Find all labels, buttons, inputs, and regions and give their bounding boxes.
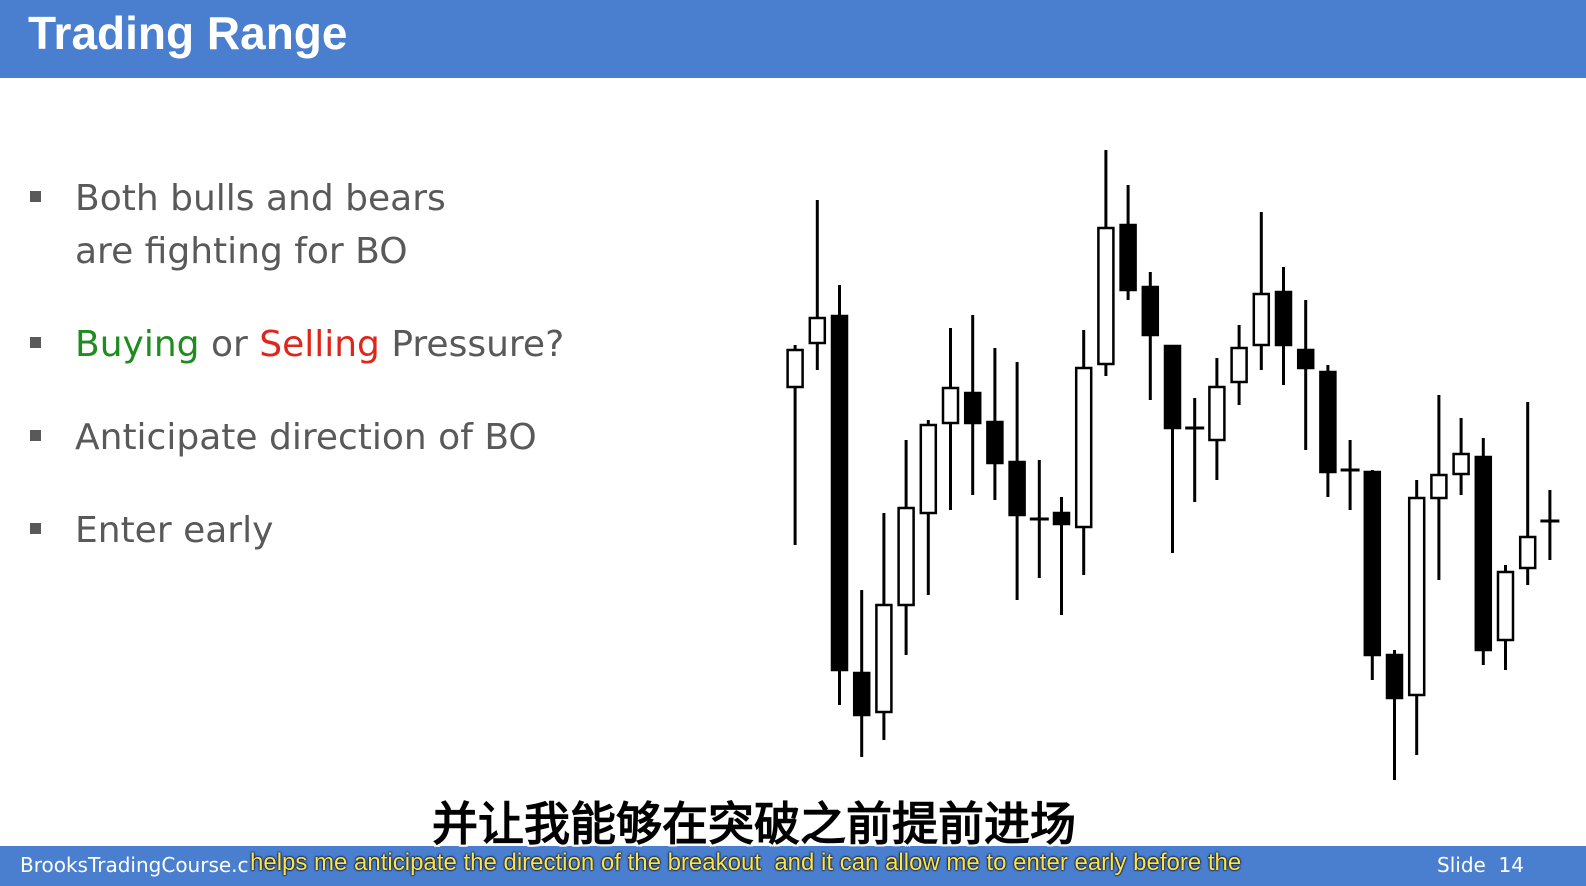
bear-body (1008, 460, 1026, 517)
bull-body (1452, 452, 1470, 476)
bull-body (1430, 473, 1448, 500)
bear-body (1052, 511, 1071, 526)
bull-body (875, 603, 893, 714)
bullet-line: Both bulls and bears (75, 178, 446, 219)
bullet: Anticipate direction of BO (30, 411, 537, 464)
footer-site: BrooksTradingCourse.c (20, 853, 249, 877)
subtitle-english: helps me anticipate the direction of the… (250, 849, 1242, 876)
bear-body (830, 314, 849, 672)
bull-body (1496, 570, 1515, 642)
bull-body (1097, 226, 1115, 366)
bull-body (1208, 385, 1226, 442)
slide-title: Trading Range (28, 7, 348, 59)
bear-body (1385, 653, 1404, 700)
bull-body (1230, 346, 1248, 384)
bear-body (1319, 370, 1337, 474)
bullet-line: Anticipate direction of BO (75, 417, 537, 458)
buying-word: Buying (75, 324, 200, 365)
slide-number: Slide 14 (1437, 853, 1524, 877)
bull-body (1074, 366, 1093, 529)
bullet-line: are fighting for BO (75, 231, 408, 272)
bull-body (1518, 535, 1537, 570)
header-bar: Trading Range (0, 0, 1586, 78)
bear-body (1119, 223, 1137, 292)
bear-body (1296, 348, 1315, 370)
bullet-text: Pressure? (379, 324, 565, 365)
bullet-text: or (199, 324, 260, 365)
bull-body (941, 386, 960, 425)
footer-bar: BrooksTradingCourse.c Slide 14 (0, 846, 1586, 886)
subtitle-chinese: 并让我能够在突破之前提前进场 (432, 797, 1076, 851)
bear-body (1363, 470, 1382, 657)
bullet: Buying or Selling Pressure? (29, 318, 565, 371)
bull-body (919, 423, 938, 515)
bear-body (986, 420, 1004, 465)
selling-word: Selling (259, 324, 380, 365)
bull-body (1407, 496, 1426, 697)
bull-body (1252, 292, 1271, 347)
bear-body (1474, 455, 1493, 652)
bear-body (1163, 344, 1182, 430)
bear-body (852, 671, 871, 717)
bullet: Both bulls and bears are fighting for BO (30, 172, 446, 278)
bull-body (897, 506, 915, 607)
bull-body (786, 348, 804, 389)
bullet-line: Enter early (75, 510, 274, 551)
bull-body (808, 316, 827, 345)
bear-body (1141, 285, 1160, 337)
bear-body (1274, 290, 1293, 347)
bear-body (963, 391, 982, 425)
bullet: Enter early (29, 504, 274, 557)
